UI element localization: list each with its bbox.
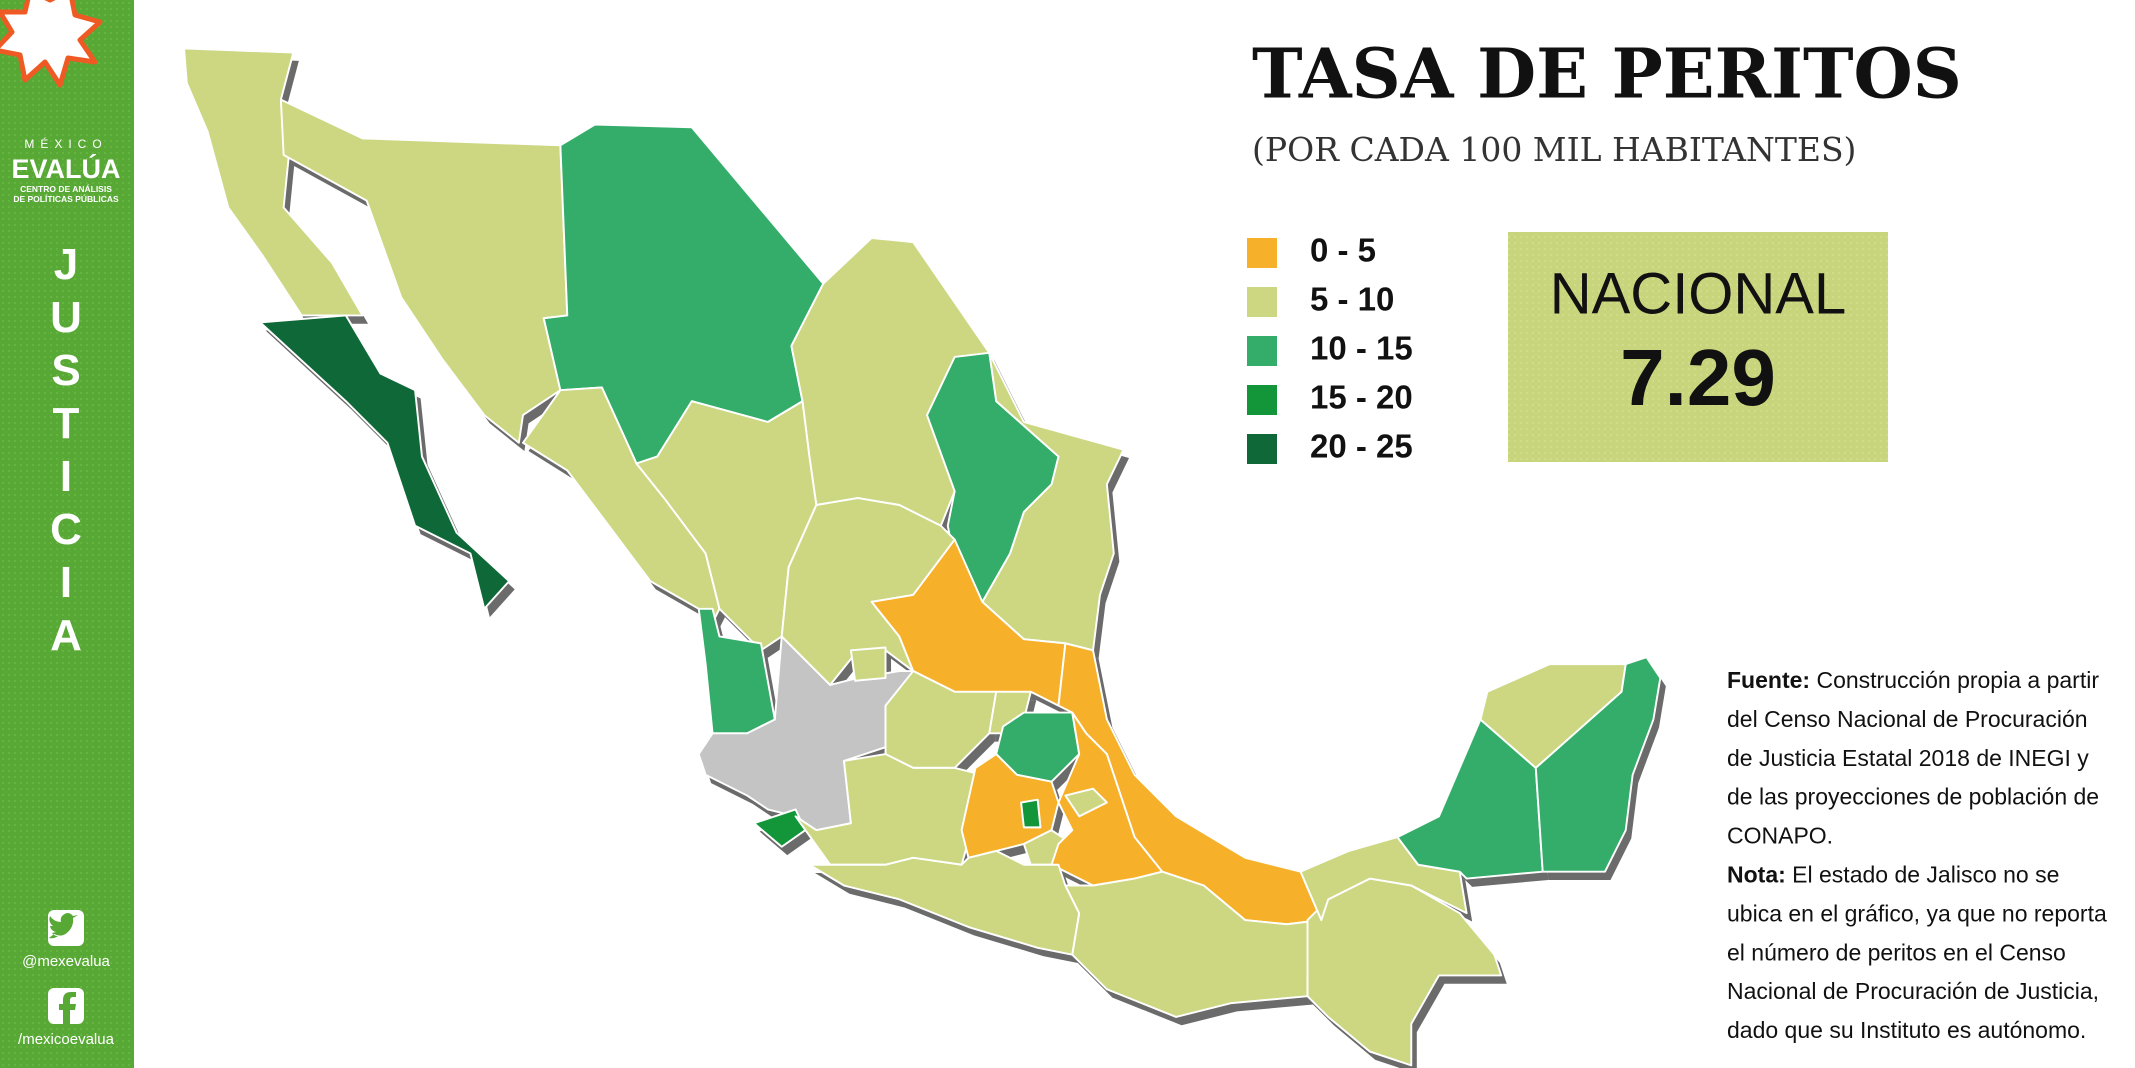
state xyxy=(1299,836,1468,922)
logo-star xyxy=(0,0,103,88)
state xyxy=(259,314,511,610)
national-value: 7.29 xyxy=(1620,333,1776,422)
note-text: del Censo Nacional de Procuración xyxy=(1727,706,2088,732)
note-label: Fuente: xyxy=(1727,667,1810,693)
legend-label: 10 - 15 xyxy=(1310,330,1413,367)
legend-swatch xyxy=(1247,238,1277,268)
legend-label: 0 - 5 xyxy=(1310,232,1376,269)
notes: Fuente: Construcción propia a partir del … xyxy=(1727,667,2107,1043)
legend-swatch xyxy=(1247,287,1277,317)
subtitle: (POR CADA 100 MIL HABITANTES) xyxy=(1252,130,1856,169)
legend: 0 - 5 5 - 10 10 - 15 15 - 20 20 - 25 xyxy=(1247,232,1413,465)
note-line: Fuente: Construcción propia a partir xyxy=(1727,667,2099,693)
note-text: dado que su Instituto es autónomo. xyxy=(1727,1017,2086,1043)
state xyxy=(926,351,1060,603)
note-text: ubica en el gráfico, ya que no reporta xyxy=(1727,900,2107,926)
note-text: Nacional de Procuración de Justicia, xyxy=(1727,978,2099,1004)
note-line: del Censo Nacional de Procuración xyxy=(1727,706,2088,732)
note-line: de Justicia Estatal 2018 de INEGI y xyxy=(1727,745,2089,771)
note-text: de Justicia Estatal 2018 de INEGI y xyxy=(1727,745,2089,771)
twitter-bird xyxy=(49,913,78,939)
brand-sub: DE POLÍTICAS PÚBLICAS xyxy=(13,193,119,204)
note-text: de las proyecciones de población de xyxy=(1727,784,2099,810)
section-title: JUSTICIA xyxy=(42,240,91,664)
state xyxy=(808,849,1081,956)
legend-label: 20 - 25 xyxy=(1310,428,1413,465)
note-line: ubica en el gráfico, ya que no reporta xyxy=(1727,900,2107,926)
legend-swatch xyxy=(1247,336,1277,366)
state xyxy=(1064,787,1108,818)
facebook-f xyxy=(59,992,76,1024)
twitter-handle[interactable]: @mexevalua xyxy=(22,953,110,970)
note-line: CONAPO. xyxy=(1727,823,1833,849)
brand-top: MÉXICO xyxy=(24,136,107,151)
legend-label: 15 - 20 xyxy=(1310,379,1413,416)
facebook-handle[interactable]: /mexicoevalua xyxy=(18,1031,115,1048)
state xyxy=(1306,877,1503,1067)
national-bg xyxy=(1508,232,1888,462)
map xyxy=(183,47,1666,1068)
state xyxy=(849,646,887,682)
note-text: el número de peritos en el Censo xyxy=(1727,939,2066,965)
note-line: Nota: El estado de Jalisco no se xyxy=(1727,862,2059,888)
national-box: NACIONAL 7.29 xyxy=(1508,232,1888,462)
brand: EVALÚA xyxy=(11,153,120,184)
note-label: Nota: xyxy=(1727,862,1786,888)
sidebar: MÉXICO EVALÚA CENTRO DE ANÁLISIS DE POLÍ… xyxy=(0,0,134,1068)
sidebar-bg xyxy=(0,0,134,1068)
note-line: Nacional de Procuración de Justicia, xyxy=(1727,978,2099,1004)
states xyxy=(183,47,1662,1067)
state xyxy=(1534,656,1662,873)
note-line: el número de peritos en el Censo xyxy=(1727,939,2066,965)
note-text: CONAPO. xyxy=(1727,823,1833,849)
legend-label: 5 - 10 xyxy=(1310,281,1394,318)
brand-sub: CENTRO DE ANÁLISIS xyxy=(20,184,112,194)
legend-swatch xyxy=(1247,385,1277,415)
title: TASA DE PERITOS xyxy=(1252,35,1962,115)
note-text: El estado de Jalisco no se xyxy=(1792,862,2059,888)
legend-swatch xyxy=(1247,434,1277,464)
national-label: NACIONAL xyxy=(1550,261,1847,326)
note-line: de las proyecciones de población de xyxy=(1727,784,2099,810)
state xyxy=(1020,798,1042,829)
note-line: dado que su Instituto es autónomo. xyxy=(1727,1017,2086,1043)
note-text: Construcción propia a partir xyxy=(1816,667,2099,693)
